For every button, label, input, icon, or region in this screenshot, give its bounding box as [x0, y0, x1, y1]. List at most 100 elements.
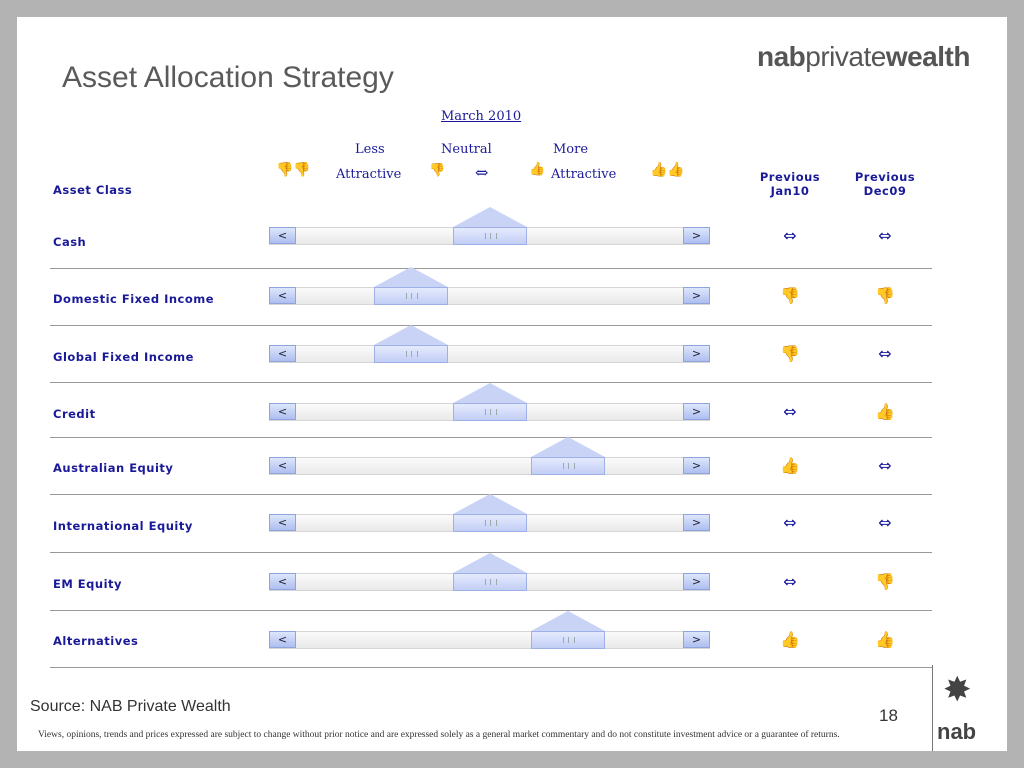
- slider-thumb[interactable]: [452, 514, 527, 532]
- previous-dec09-indicator: ⇔: [878, 456, 892, 475]
- scroll-left-button[interactable]: <: [269, 514, 296, 531]
- scroll-right-button[interactable]: >: [683, 403, 710, 420]
- previous-jan10-header: Previous Jan10: [759, 170, 821, 198]
- position-marker: [452, 553, 527, 573]
- allocation-slider[interactable]: < >: [269, 325, 710, 363]
- attractive-right-label: Attractive: [551, 167, 617, 182]
- scroll-left-button[interactable]: <: [269, 345, 296, 362]
- slider-track[interactable]: [269, 631, 710, 649]
- slider-thumb[interactable]: [530, 631, 605, 649]
- row-divider: [50, 325, 932, 326]
- previous-jan10-indicator: 👎: [780, 344, 800, 363]
- grip-icon: [484, 233, 497, 239]
- scroll-left-button[interactable]: <: [269, 403, 296, 420]
- row-divider: [50, 268, 932, 269]
- asset-class-header: Asset Class: [53, 183, 133, 197]
- position-marker: [530, 611, 605, 631]
- previous-dec09-indicator: 👍: [875, 630, 895, 649]
- scroll-left-button[interactable]: <: [269, 631, 296, 648]
- slider-thumb[interactable]: [452, 227, 527, 245]
- disclaimer: Views, opinions, trends and prices expre…: [38, 730, 840, 740]
- grip-icon: [562, 463, 575, 469]
- previous-dec09-indicator: ⇔: [878, 513, 892, 532]
- attractive-left-label: Attractive: [336, 167, 402, 182]
- neutral-arrow-icon: ⇔: [475, 163, 489, 182]
- scroll-right-button[interactable]: >: [683, 227, 710, 244]
- previous-jan10-indicator: 👍: [780, 630, 800, 649]
- logo-text: nab: [937, 719, 977, 744]
- position-marker: [452, 383, 527, 403]
- asset-class-label: Cash: [53, 235, 87, 249]
- asset-class-label: EM Equity: [53, 577, 123, 591]
- position-marker: [530, 437, 605, 457]
- thumbs-down-icon: 👎: [429, 163, 446, 178]
- previous-dec09-indicator: 👍: [875, 402, 895, 421]
- grip-icon: [406, 351, 419, 357]
- page-title: Asset Allocation Strategy: [62, 61, 394, 94]
- position-marker: [374, 325, 449, 345]
- slider-thumb[interactable]: [374, 345, 449, 363]
- slider-track[interactable]: [269, 457, 710, 475]
- brand-logo: nabprivatewealth: [757, 41, 970, 72]
- previous-dec09-header: Previous Dec09: [854, 170, 916, 198]
- previous-jan10-indicator: 👎: [780, 286, 800, 305]
- grip-icon: [484, 520, 497, 526]
- allocation-slider[interactable]: < >: [269, 267, 710, 305]
- asset-class-label: Global Fixed Income: [53, 350, 194, 364]
- scroll-left-button[interactable]: <: [269, 573, 296, 590]
- grip-icon: [406, 293, 419, 299]
- previous-jan10-indicator: ⇔: [783, 513, 797, 532]
- scroll-left-button[interactable]: <: [269, 457, 296, 474]
- less-attractive-icons: 👎👎: [276, 162, 311, 178]
- month-heading: March 2010: [441, 109, 522, 124]
- slider-thumb[interactable]: [452, 573, 527, 591]
- asset-class-label: Australian Equity: [53, 461, 174, 475]
- grip-icon: [562, 637, 575, 643]
- grip-icon: [484, 579, 497, 585]
- grip-icon: [484, 409, 497, 415]
- previous-dec09-indicator: 👎: [875, 286, 895, 305]
- scroll-right-button[interactable]: >: [683, 287, 710, 304]
- row-divider: [50, 667, 932, 668]
- asset-class-label: Credit: [53, 407, 96, 421]
- slider-track[interactable]: [269, 345, 710, 363]
- previous-jan10-indicator: ⇔: [783, 572, 797, 591]
- slider-thumb[interactable]: [530, 457, 605, 475]
- allocation-slider[interactable]: < >: [269, 494, 710, 532]
- position-marker: [374, 267, 449, 287]
- scroll-right-button[interactable]: >: [683, 457, 710, 474]
- more-attractive-icons: 👍👍: [650, 162, 685, 178]
- row-divider: [50, 610, 932, 611]
- source-note: Source: NAB Private Wealth: [30, 698, 231, 715]
- scroll-right-button[interactable]: >: [683, 573, 710, 590]
- scroll-right-button[interactable]: >: [683, 631, 710, 648]
- less-label: Less: [355, 142, 385, 157]
- slider-thumb[interactable]: [452, 403, 527, 421]
- scroll-left-button[interactable]: <: [269, 227, 296, 244]
- row-divider: [50, 552, 932, 553]
- star-icon: ✸: [943, 670, 972, 710]
- previous-jan10-indicator: ⇔: [783, 402, 797, 421]
- previous-jan10-indicator: ⇔: [783, 226, 797, 245]
- previous-jan10-indicator: 👍: [780, 456, 800, 475]
- allocation-slider[interactable]: < >: [269, 383, 710, 421]
- neutral-label: Neutral: [441, 142, 492, 157]
- scroll-left-button[interactable]: <: [269, 287, 296, 304]
- slider-thumb[interactable]: [374, 287, 449, 305]
- position-marker: [452, 494, 527, 514]
- more-label: More: [553, 142, 589, 157]
- thumbs-up-icon: 👍: [529, 162, 546, 177]
- asset-class-label: International Equity: [53, 519, 193, 533]
- allocation-slider[interactable]: < >: [269, 437, 710, 475]
- slider-track[interactable]: [269, 287, 710, 305]
- asset-class-label: Alternatives: [53, 634, 139, 648]
- scroll-right-button[interactable]: >: [683, 345, 710, 362]
- allocation-slider[interactable]: < >: [269, 553, 710, 591]
- slide: Asset Allocation Strategy nabprivateweal…: [17, 17, 1007, 751]
- position-marker: [452, 207, 527, 227]
- scroll-right-button[interactable]: >: [683, 514, 710, 531]
- allocation-slider[interactable]: < >: [269, 611, 710, 649]
- row-divider: [50, 382, 932, 383]
- previous-dec09-indicator: ⇔: [878, 226, 892, 245]
- allocation-slider[interactable]: < >: [269, 207, 710, 245]
